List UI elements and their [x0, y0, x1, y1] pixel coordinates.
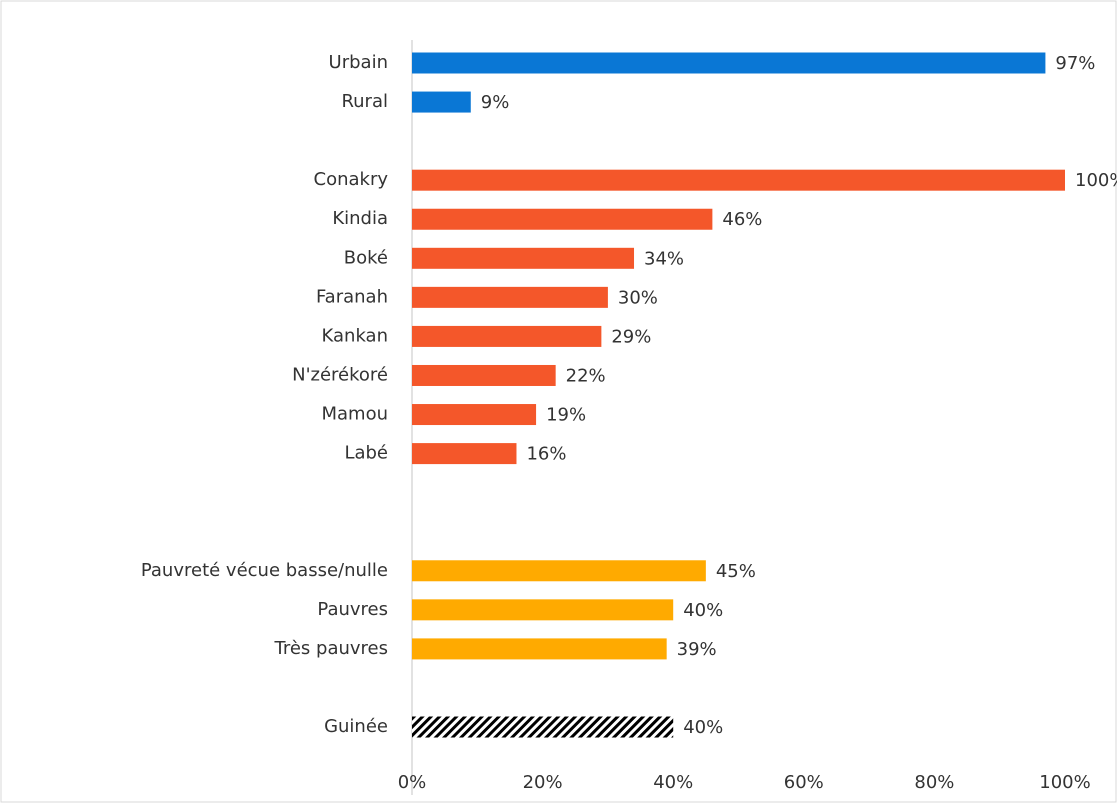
bar — [412, 286, 608, 308]
x-tick-label: 0% — [398, 772, 427, 793]
x-tick-label: 40% — [653, 772, 693, 793]
bar — [412, 404, 537, 426]
bar — [412, 325, 602, 347]
value-label: 100% — [1075, 170, 1117, 191]
x-tick-label: 80% — [914, 772, 954, 793]
value-label: 34% — [644, 248, 684, 269]
value-label: 45% — [716, 561, 756, 582]
category-label: Pauvreté vécue basse/nulle — [141, 560, 388, 581]
bar — [412, 716, 674, 738]
category-label: Boké — [344, 247, 388, 268]
bar — [412, 208, 713, 230]
bar — [412, 560, 706, 582]
category-label: Mamou — [321, 404, 388, 425]
bar — [412, 599, 674, 621]
value-label: 9% — [481, 92, 510, 113]
value-label: 19% — [546, 405, 586, 426]
category-label: Kindia — [332, 208, 388, 229]
value-label: 30% — [618, 287, 658, 308]
value-label: 29% — [611, 326, 651, 347]
bar — [412, 247, 635, 269]
value-label: 40% — [683, 717, 723, 738]
value-label: 97% — [1055, 53, 1095, 74]
value-label: 40% — [683, 600, 723, 621]
category-label: Conakry — [314, 169, 389, 190]
bar — [412, 364, 556, 386]
category-label: Rural — [341, 91, 388, 112]
category-label: Guinée — [324, 716, 388, 737]
category-label: N'zérékoré — [292, 364, 388, 385]
bar — [412, 169, 1065, 191]
bar — [412, 638, 667, 660]
x-tick-label: 60% — [784, 772, 824, 793]
category-label: Labé — [344, 443, 388, 464]
value-label: 39% — [677, 639, 717, 660]
category-label: Pauvres — [317, 599, 388, 620]
value-label: 46% — [722, 209, 762, 230]
x-tick-label: 100% — [1039, 772, 1090, 793]
value-label: 16% — [526, 444, 566, 465]
category-label: Kankan — [322, 325, 388, 346]
value-label: 22% — [566, 365, 606, 386]
x-tick-label: 20% — [523, 772, 563, 793]
category-label: Urbain — [329, 52, 388, 73]
bar — [412, 91, 471, 113]
bar — [412, 52, 1046, 74]
category-label: Très pauvres — [273, 638, 388, 659]
bar — [412, 443, 517, 465]
category-label: Faranah — [316, 286, 388, 307]
